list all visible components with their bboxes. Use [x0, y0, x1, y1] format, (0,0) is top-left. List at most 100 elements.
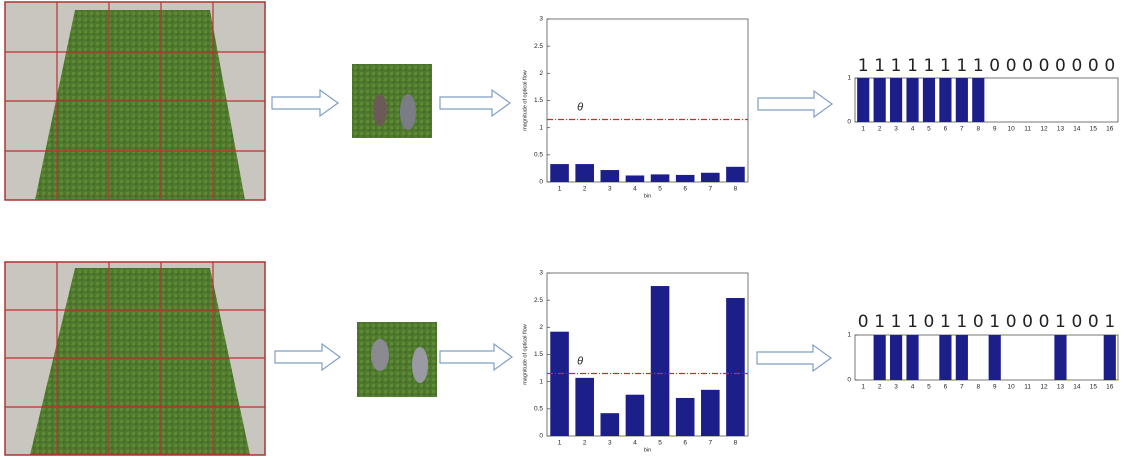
value-label: 1	[874, 56, 885, 76]
value-label: 0	[1006, 312, 1017, 332]
x-tick-label: 3	[608, 440, 612, 447]
x-tick-label: 1	[558, 186, 562, 193]
x-tick-label: 3	[894, 126, 898, 133]
y-tick-label: 0.5	[534, 406, 543, 413]
bar	[890, 335, 902, 380]
y-tick-label: 2	[539, 324, 543, 331]
value-label: 1	[940, 312, 951, 332]
x-tick-label: 15	[1090, 126, 1098, 133]
y-axis-label: magnitude of optical flow	[522, 70, 528, 131]
arrow	[758, 91, 832, 117]
x-tick-label: 2	[583, 186, 587, 193]
value-label: 0	[924, 312, 935, 332]
bar	[726, 167, 745, 182]
figure: 00.511.522.5312345678θmagnitude of optic…	[0, 0, 1124, 458]
value-label: 0	[1022, 56, 1033, 76]
value-label: 1	[924, 56, 935, 76]
value-label: 1	[891, 56, 902, 76]
y-tick-label: 0	[847, 377, 851, 384]
y-tick-label: 2.5	[534, 297, 543, 304]
y-tick-label: 0	[847, 119, 851, 126]
value-label: 0	[1022, 312, 1033, 332]
value-label: 1	[907, 56, 918, 76]
x-tick-label: 12	[1040, 126, 1048, 133]
y-tick-label: 1	[847, 75, 851, 82]
x-tick-label: 1	[558, 440, 562, 447]
x-tick-label: 5	[658, 440, 662, 447]
x-tick-label: 1	[861, 384, 865, 391]
y-tick-label: 2.5	[534, 43, 543, 50]
bar	[939, 335, 951, 380]
arrow	[757, 345, 831, 371]
y-tick-label: 0.5	[534, 152, 543, 159]
bar	[890, 78, 902, 122]
bar	[956, 335, 968, 380]
y-tick-label: 2	[539, 70, 543, 77]
bar	[726, 298, 745, 436]
x-tick-label: 5	[927, 384, 931, 391]
crop-top	[352, 64, 432, 138]
bar	[857, 78, 869, 122]
arrow	[275, 344, 340, 370]
value-label: 1	[874, 312, 885, 332]
x-tick-label: 14	[1073, 384, 1081, 391]
x-tick-label: 5	[658, 186, 662, 193]
x-tick-label: 4	[911, 384, 915, 391]
y-axis-label: magnitude of optical flow	[522, 324, 528, 385]
bar	[972, 78, 984, 122]
y-tick-label: 1	[847, 332, 851, 339]
bar	[651, 286, 670, 436]
bar	[906, 78, 918, 122]
value-label: 1	[1055, 312, 1066, 332]
photo-bottom	[5, 262, 265, 455]
x-tick-label: 7	[709, 186, 713, 193]
value-label: 1	[858, 56, 869, 76]
y-tick-label: 3	[539, 16, 543, 23]
x-tick-label: 4	[911, 126, 915, 133]
y-tick-label: 0	[539, 433, 543, 440]
x-tick-label: 2	[583, 440, 587, 447]
value-label: 0	[1071, 56, 1082, 76]
bar	[676, 175, 695, 182]
bar	[923, 78, 935, 122]
bar	[626, 395, 645, 436]
bar	[939, 78, 951, 122]
x-tick-label: 10	[1008, 126, 1016, 133]
threshold-label: θ	[577, 355, 583, 367]
x-tick-label: 2	[878, 126, 882, 133]
x-tick-label: 8	[734, 440, 738, 447]
x-tick-label: 13	[1057, 384, 1065, 391]
bar	[701, 390, 720, 436]
x-tick-label: 6	[683, 186, 687, 193]
value-label: 0	[1071, 312, 1082, 332]
bar	[651, 174, 670, 182]
value-label: 0	[1088, 56, 1099, 76]
value-label: 0	[1039, 56, 1050, 76]
bar	[874, 335, 886, 380]
x-tick-label: 6	[944, 384, 948, 391]
x-tick-label: 11	[1024, 126, 1031, 133]
value-label: 0	[1055, 56, 1066, 76]
bar	[550, 332, 569, 436]
x-tick-label: 6	[944, 126, 948, 133]
bar	[601, 170, 620, 182]
x-tick-label: 10	[1008, 384, 1016, 391]
x-tick-label: 15	[1090, 384, 1098, 391]
bar	[989, 335, 1001, 380]
x-axis-label: bin	[644, 193, 651, 199]
value-label: 1	[891, 312, 902, 332]
value-label: 1	[940, 56, 951, 76]
x-tick-label: 5	[927, 126, 931, 133]
x-tick-label: 8	[734, 186, 738, 193]
y-tick-label: 1.5	[534, 351, 543, 358]
value-label: 0	[858, 312, 869, 332]
crop-bottom	[357, 322, 437, 397]
x-tick-label: 6	[683, 440, 687, 447]
x-tick-label: 3	[894, 384, 898, 391]
x-tick-label: 7	[960, 384, 964, 391]
value-label: 0	[1039, 312, 1050, 332]
x-tick-label: 4	[633, 186, 637, 193]
bar	[1104, 335, 1116, 380]
arrow	[440, 90, 510, 116]
bar	[601, 413, 620, 436]
